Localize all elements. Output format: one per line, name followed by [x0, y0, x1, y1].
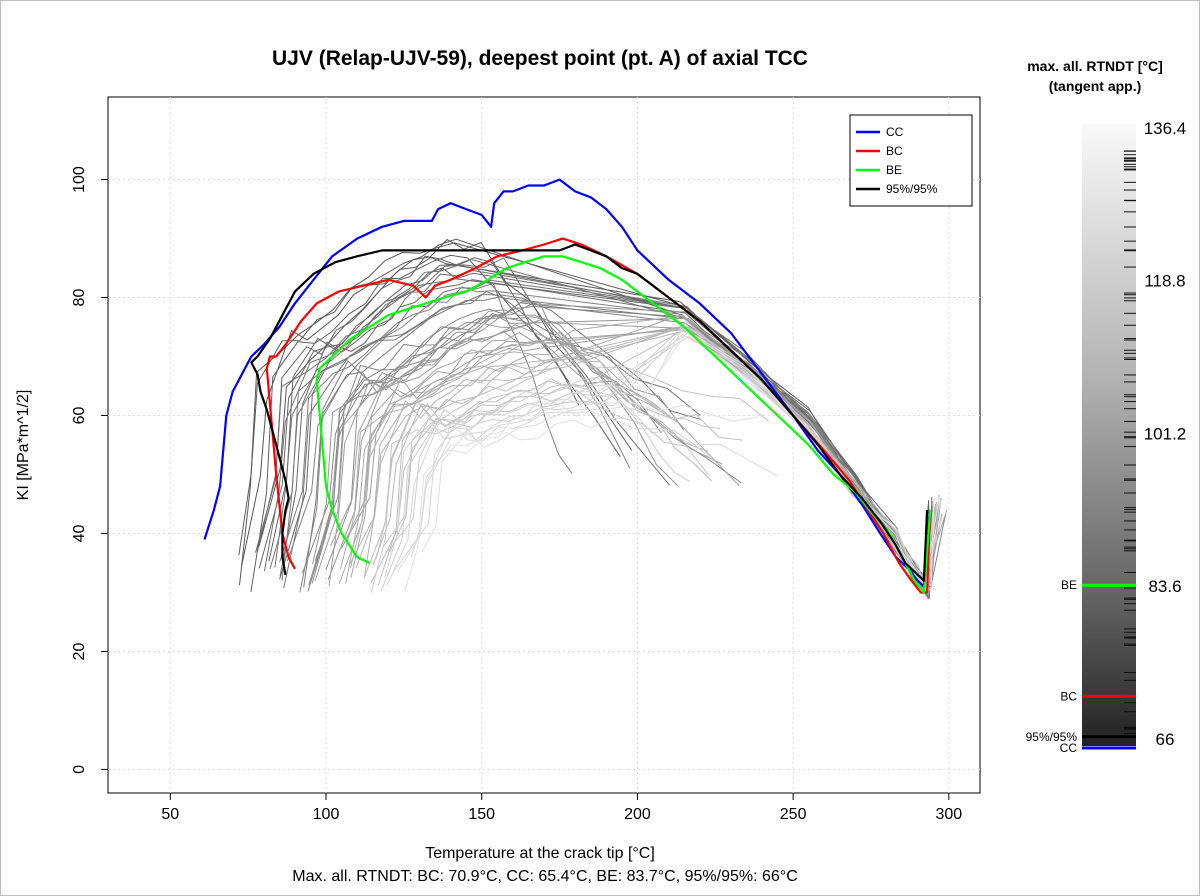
colorbar: [1082, 124, 1136, 746]
ensemble-curve: [421, 329, 940, 582]
x-tick-label: 50: [161, 806, 179, 823]
colorbar-tick-label: 83.6: [1148, 577, 1181, 596]
ensemble-curve: [386, 376, 691, 553]
colorbar-markers: BE BC 95%/95%CC: [1026, 578, 1136, 755]
y-tick-label: 100: [71, 166, 88, 193]
x-tick-label: 150: [468, 806, 495, 823]
series-lines: [203, 178, 932, 594]
y-tick-label: 0: [71, 765, 88, 774]
ensemble-curve: [372, 360, 713, 566]
colorbar-marker-label: BE: [1061, 578, 1077, 592]
x-tick-label: 300: [936, 806, 963, 823]
x-tick-label: 200: [624, 806, 651, 823]
y-tick-label: 40: [71, 524, 88, 542]
y-tick-label: 60: [71, 407, 88, 425]
ensemble-curve: [397, 400, 759, 573]
ensemble-curve: [308, 315, 942, 586]
colorbar-tick-label: 101.2: [1144, 424, 1187, 443]
chart-title: UJV (Relap-UJV-59), deepest point (pt. A…: [272, 47, 808, 70]
ensemble-curves: [238, 238, 948, 600]
plot-area: [107, 96, 981, 794]
ensemble-curve: [410, 410, 778, 558]
colorbar-title: max. all. RTNDT [°C]: [1027, 58, 1163, 74]
legend-entry: CC: [886, 125, 904, 139]
legend-box: [849, 114, 973, 207]
grid-lines: [108, 97, 980, 793]
ensemble-curve: [384, 335, 935, 593]
legend: CC BC BE 95%/95%: [849, 114, 973, 207]
ensemble-curve: [307, 302, 941, 593]
ensemble-curve: [258, 267, 937, 594]
series-line-bc: [265, 237, 932, 594]
ensemble-curve: [339, 341, 708, 570]
colorbar-subtitle: (tangent app.): [1049, 78, 1142, 94]
y-axis-label: KI [MPa*m^1/2]: [15, 390, 32, 501]
colorbar-marker-label: CC: [1060, 741, 1078, 755]
legend-entry: 95%/95%: [886, 182, 938, 196]
colorbar-tick-label: 118.8: [1144, 272, 1185, 291]
ensemble-curve: [283, 279, 930, 600]
x-tick-label: 100: [313, 806, 340, 823]
colorbar-marker-label: 95%/95%: [1026, 730, 1078, 744]
y-tick-label: 20: [71, 642, 88, 660]
series-line-be: [315, 255, 932, 594]
ensemble-curve: [370, 321, 939, 593]
series-line-9595: [250, 243, 929, 582]
ensemble-curve: [341, 326, 943, 596]
y-tick-label: 80: [71, 289, 88, 307]
ensemble-curve: [375, 358, 770, 559]
colorbar-marker-label: BC: [1060, 689, 1077, 703]
x-axis-ticks: 50 100 150 200 250 300: [161, 793, 962, 823]
x-tick-label: 250: [780, 806, 807, 823]
ensemble-curve: [386, 332, 943, 586]
y-axis-ticks: 0 20 40 60 80 100: [71, 166, 108, 774]
ensemble-curve: [345, 314, 937, 592]
colorbar-tick-label: 66: [1156, 730, 1175, 749]
ensemble-curve: [325, 309, 685, 571]
colorbar-ticks: 136.4 118.8 101.2 83.6 66: [1144, 119, 1187, 749]
ensemble-curve: [330, 331, 740, 547]
ensemble-curve: [268, 257, 580, 562]
ensemble-curve: [314, 324, 723, 582]
chart-subtitle: Max. all. RTNDT: BC: 70.9°C, CC: 65.4°C,…: [292, 868, 798, 885]
ensemble-curve: [255, 257, 670, 553]
ensemble-curve: [350, 326, 938, 589]
x-axis-label: Temperature at the crack tip [°C]: [425, 845, 655, 862]
ensemble-curve: [363, 341, 671, 577]
ensemble-curve: [404, 331, 935, 593]
ensemble-curve: [250, 254, 621, 593]
ensemble-curve: [381, 393, 721, 549]
colorbar-stripes: [1124, 150, 1136, 735]
colorbar-tick-label: 136.4: [1144, 119, 1187, 138]
legend-entry: BC: [886, 144, 903, 158]
legend-entry: BE: [886, 163, 902, 177]
ensemble-curve: [258, 238, 633, 547]
